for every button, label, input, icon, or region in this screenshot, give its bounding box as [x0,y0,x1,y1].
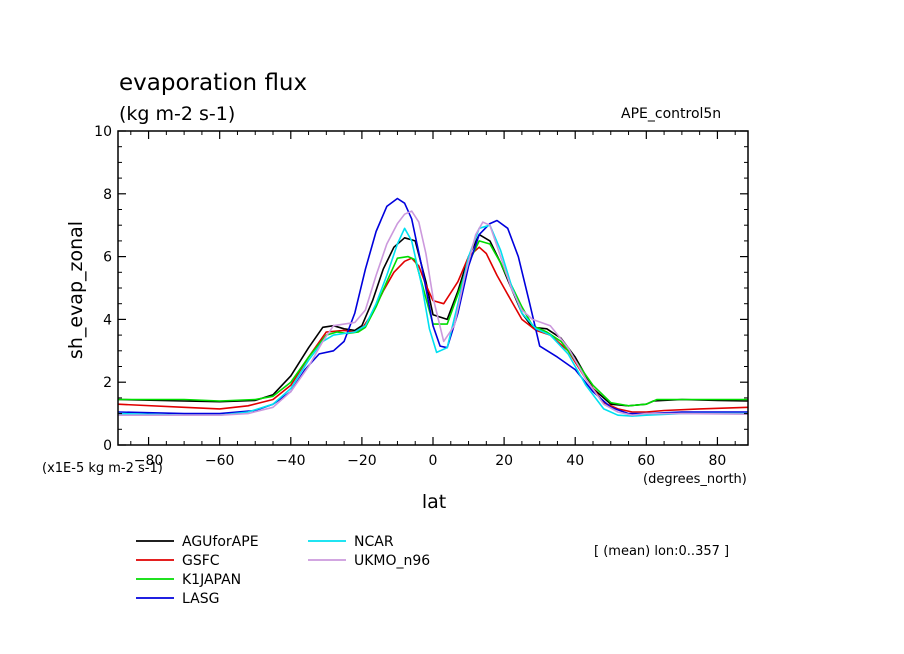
x-tick-label: 80 [709,453,727,469]
y-tick-label: 2 [103,375,112,391]
y-tick-label: 0 [103,438,112,454]
y-tick-label: 4 [103,312,112,328]
series-line-gsfc [117,246,749,413]
run-label: APE_control5n [621,106,721,122]
legend-label: LASG [182,591,219,607]
y-tick-label: 10 [94,124,112,140]
series-line-ukmo-n96 [118,210,749,417]
chart-subtitle: (kg m-2 s-1) [119,103,235,125]
x-tick-label: −80 [134,453,164,469]
x-tick-label: −40 [276,453,306,469]
series-line-ncar [117,224,748,417]
x-tick-label: 40 [566,453,584,469]
x-tick-label: 20 [495,453,513,469]
y-tick-label: 6 [103,250,112,266]
legend-item: AGUforAPE [136,534,259,550]
legend-item: LASG [136,591,219,607]
plot-frame [117,130,749,446]
legend-item: K1JAPAN [136,572,241,588]
chart-title: evaporation flux [119,70,307,96]
x-tick-label: 0 [429,453,438,469]
series-layer [117,197,749,417]
legend-item: UKMO_n96 [308,553,430,569]
series-line-lasg [117,197,748,415]
tick-layer: −80 −60 −40 −20 0 20 40 60 80 0 2 4 6 8 10 [94,124,748,469]
x-tick-label: −60 [205,453,235,469]
series-line-aguforape [117,233,749,407]
legend-label: NCAR [354,534,394,550]
x-tick-label: 60 [637,453,655,469]
y-axis-label: sh_evap_zonal [65,221,87,359]
legend-label: GSFC [182,553,220,569]
mean-note: [ (mean) lon:0..357 ] [594,544,729,559]
legend-item: NCAR [308,534,394,550]
y-tick-label: 8 [103,187,112,203]
x-tick-label: −20 [347,453,377,469]
y-units-label: (x1E-5 kg m-2 s-1) [42,461,163,476]
x-axis-label: lat [422,491,446,513]
legend: AGUforAPE GSFC K1JAPAN LASG NCAR UKMO_n96 [136,534,430,607]
legend-label: K1JAPAN [182,572,241,588]
legend-item: GSFC [136,553,220,569]
legend-label: AGUforAPE [182,534,259,550]
x-units-label: (degrees_north) [643,472,747,487]
legend-label: UKMO_n96 [354,553,430,569]
